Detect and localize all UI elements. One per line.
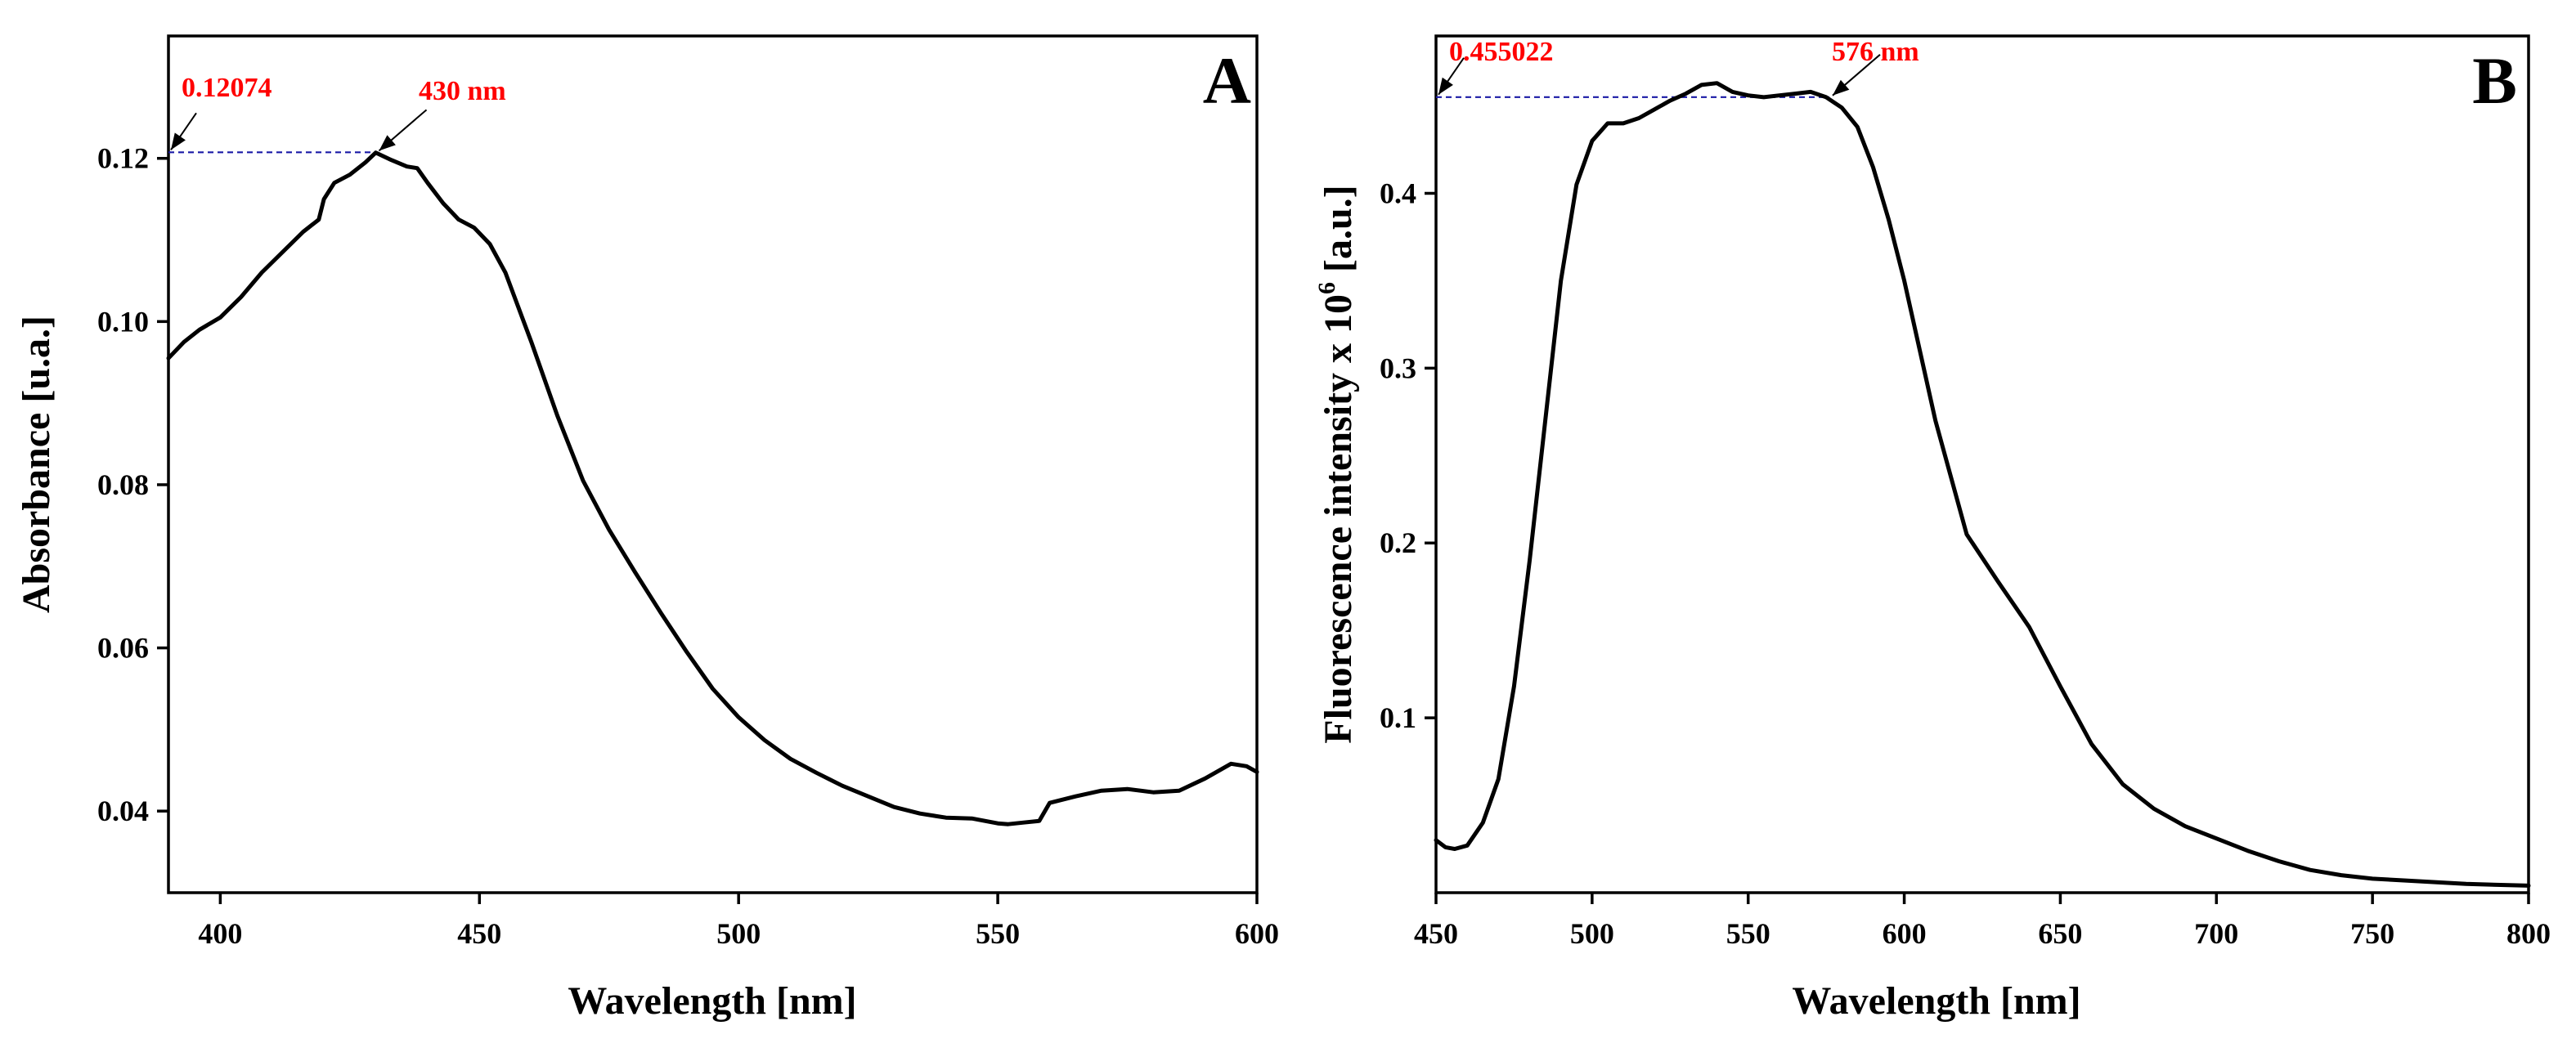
x-tick-label: 700	[2194, 917, 2238, 950]
y-tick-label: 0.06	[97, 632, 149, 665]
x-tick-label: 550	[1726, 917, 1770, 950]
panel-b-y-axis-title: Fluorescence intensity x 106 [a.u.]	[1313, 185, 1360, 743]
panel-b-y-axis-title-exponent: 6	[1313, 282, 1340, 294]
x-tick-label: 600	[1235, 917, 1279, 950]
panel-a-absorbance-chart: 400 450 500 550 600 0.04 0.06 0.08 0.10 0.12 0.1…	[15, 34, 1279, 1023]
panel-a-peak-wavelength-label: 430 nm	[419, 76, 506, 106]
x-tick-label: 400	[198, 917, 242, 950]
panel-a-x-ticks: 400 450 500 550 600	[198, 893, 1279, 950]
panel-a-peak-wavelength-arrowhead	[379, 135, 396, 151]
panel-a-y-ticks: 0.04 0.06 0.08 0.10 0.12	[97, 142, 168, 827]
panel-b-y-ticks: 0.1 0.2 0.3 0.4	[1380, 177, 1436, 734]
panel-a-peak-value-label: 0.12074	[182, 73, 272, 103]
y-tick-label: 0.2	[1380, 526, 1416, 559]
panel-b-x-ticks: 450 500 550 600 650 700 750 800	[1414, 893, 2551, 950]
panel-b-x-axis-title: Wavelength [nm]	[1792, 979, 2080, 1023]
panel-b-letter: B	[2472, 43, 2517, 118]
panel-b-peak-wavelength-label: 576 nm	[1832, 37, 1919, 67]
x-tick-label: 450	[1414, 917, 1458, 950]
x-tick-label: 800	[2506, 917, 2551, 950]
x-tick-label: 500	[1570, 917, 1614, 950]
y-tick-label: 0.3	[1380, 352, 1416, 384]
y-tick-label: 0.04	[97, 795, 149, 827]
panel-a-y-axis-title: Absorbance [u.a.]	[15, 316, 58, 613]
y-tick-label: 0.1	[1380, 701, 1416, 734]
panel-b-peak-wavelength-arrowhead	[1832, 79, 1850, 96]
x-tick-label: 450	[457, 917, 501, 950]
panel-b-fluorescence-curve	[1434, 81, 2531, 888]
x-tick-label: 550	[976, 917, 1020, 950]
x-tick-label: 600	[1883, 917, 1927, 950]
panel-a-plot-frame	[167, 34, 1259, 894]
panel-b-peak-value-label: 0.455022	[1449, 37, 1554, 67]
y-tick-label: 0.10	[97, 305, 149, 338]
panel-a-letter: A	[1203, 43, 1251, 118]
y-tick-label: 0.08	[97, 468, 149, 501]
x-tick-label: 650	[2038, 917, 2082, 950]
panel-b-y-axis-title-unit: [a.u.]	[1317, 185, 1360, 282]
panel-a-absorbance-curve	[166, 150, 1259, 826]
panel-b-y-axis-title-main: Fluorescence intensity x 10	[1317, 294, 1360, 744]
panel-a-peak-value-arrowhead	[171, 132, 186, 150]
panel-b-plot-frame	[1434, 34, 2530, 894]
x-tick-label: 750	[2350, 917, 2394, 950]
panel-b-fluorescence-chart: 450 500 550 600 650 700 750 800 0.1 0.2 0.3 0.4 0.…	[1313, 34, 2551, 1023]
y-tick-label: 0.12	[97, 142, 149, 175]
panel-a-x-axis-title: Wavelength [nm]	[568, 979, 856, 1023]
panel-b-peak-value-arrowhead	[1438, 77, 1453, 95]
y-tick-label: 0.4	[1380, 177, 1416, 209]
x-tick-label: 500	[716, 917, 761, 950]
